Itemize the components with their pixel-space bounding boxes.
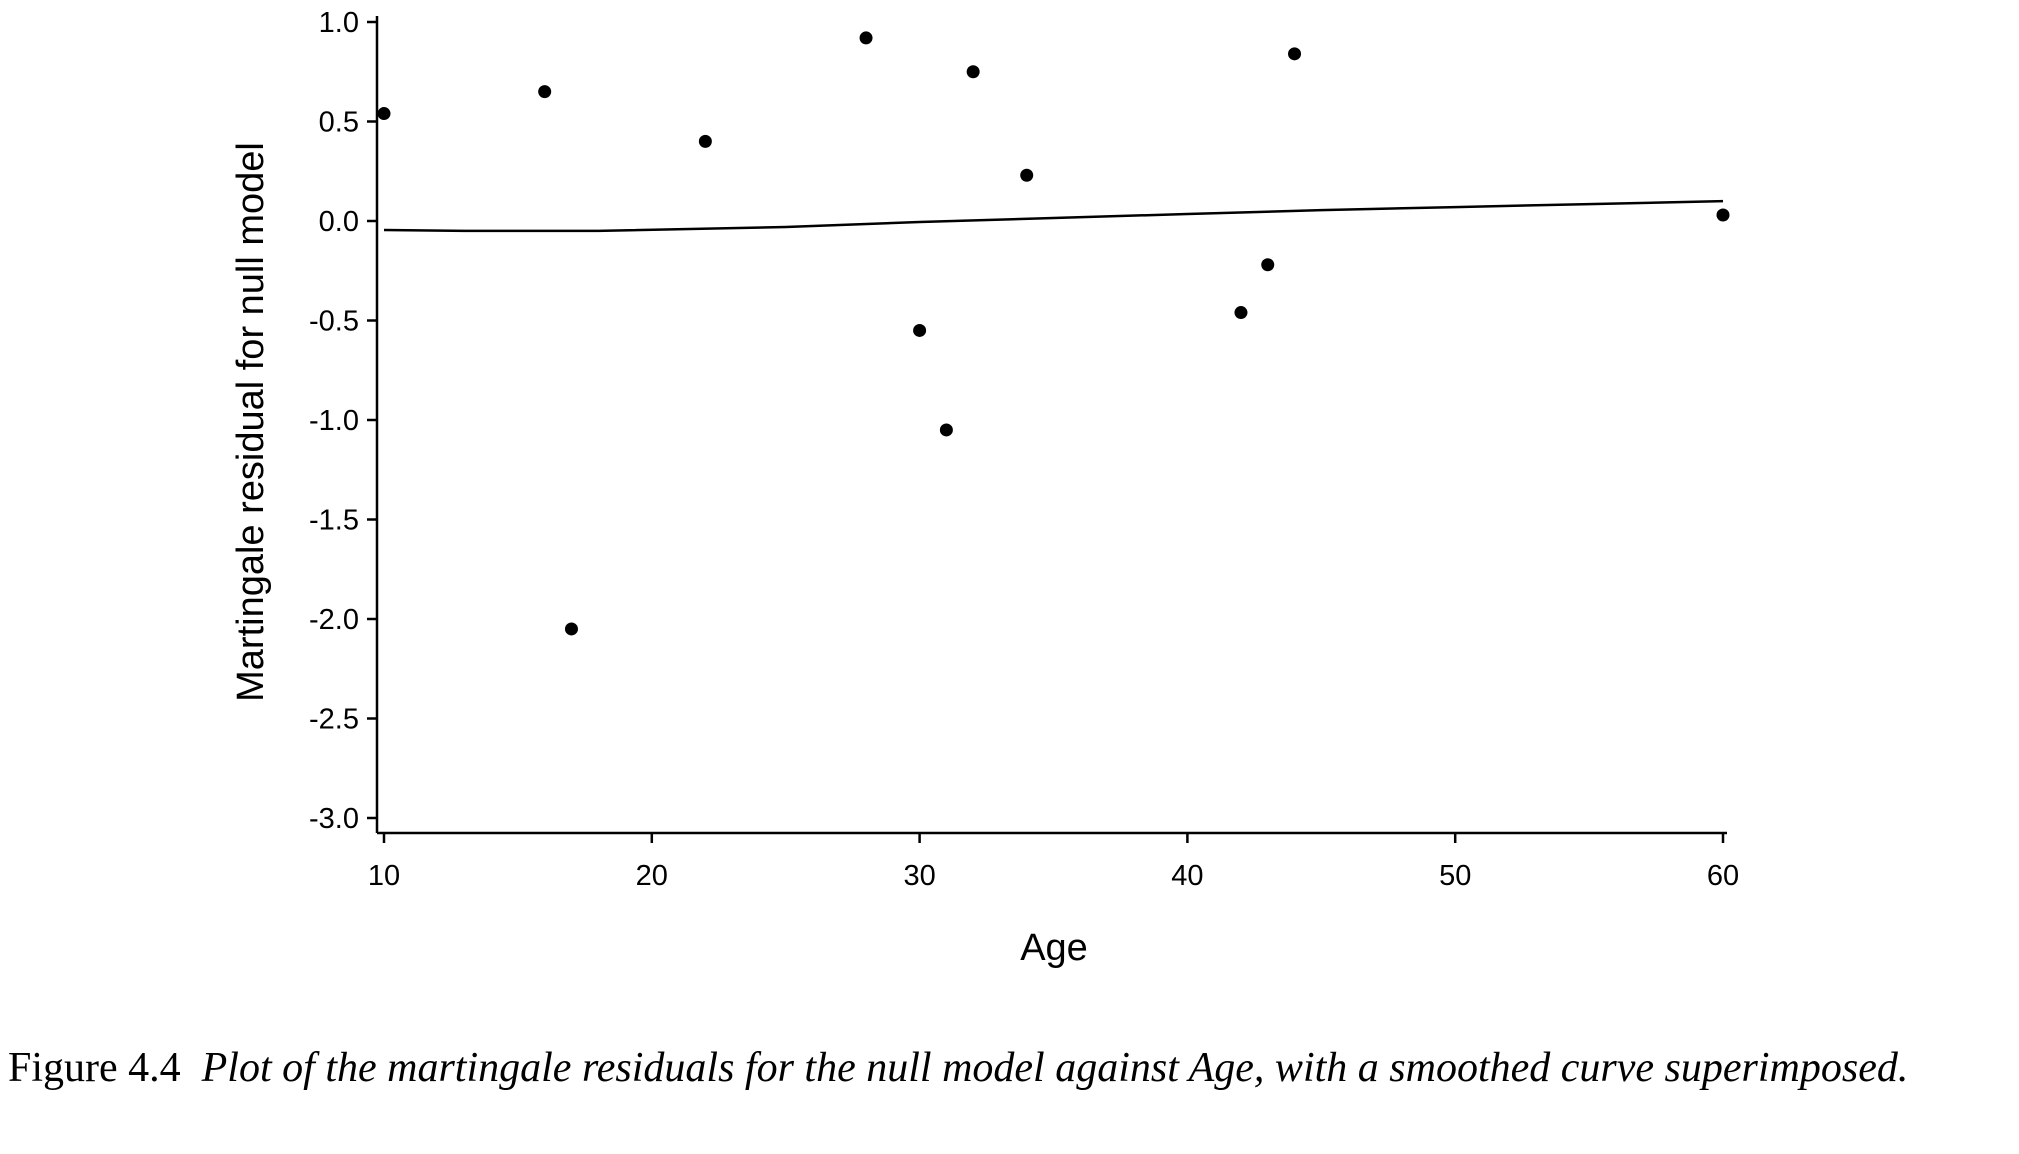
y-axis-title: Martingale residual for null model: [230, 142, 272, 702]
data-points-layer: [377, 31, 1730, 636]
figure-caption: Figure 4.4 Plot of the martingale residu…: [8, 1040, 2013, 1096]
data-point: [859, 31, 873, 45]
data-point: [1288, 47, 1302, 61]
data-point: [1020, 168, 1034, 182]
x-tick-label: 40: [1171, 860, 1203, 892]
data-point: [913, 323, 927, 337]
data-point: [377, 107, 391, 121]
data-point: [1261, 258, 1275, 272]
data-point: [698, 134, 712, 148]
smoothed-curve-layer: [383, 199, 1724, 233]
data-point: [939, 423, 953, 437]
y-tick-label: 0.5: [319, 107, 359, 139]
y-tick-label: -2.5: [309, 704, 359, 736]
y-tick-label: -1.0: [309, 405, 359, 437]
x-tick-label: 30: [903, 860, 935, 892]
data-point: [966, 65, 980, 79]
axes: 1.0 0.5 0.0 -0.5 -1.0 -1.5 -2.0 -2.5 -3.0 10 20 30 4…: [309, 7, 1739, 892]
data-point: [1234, 306, 1248, 320]
x-axis-title: Age: [1020, 927, 1088, 969]
y-tick-label: -0.5: [309, 306, 359, 338]
x-tick-label: 10: [368, 860, 400, 892]
data-point: [1716, 208, 1730, 222]
y-tick-label: 0.0: [319, 206, 359, 238]
x-tick-label: 50: [1439, 860, 1471, 892]
y-tick-label: -3.0: [309, 803, 359, 835]
smoothed-curve: [383, 199, 1724, 233]
y-tick-label: -1.5: [309, 505, 359, 537]
x-tick-label: 20: [636, 860, 668, 892]
y-tick-label: -2.0: [309, 604, 359, 636]
x-tick-label: 60: [1707, 860, 1739, 892]
y-tick-label: 1.0: [319, 7, 359, 39]
data-point: [538, 85, 552, 99]
data-point: [564, 622, 578, 636]
figure-caption-text: Plot of the martingale residuals for the…: [201, 1045, 1909, 1091]
figure-caption-label: Figure 4.4: [8, 1045, 181, 1091]
